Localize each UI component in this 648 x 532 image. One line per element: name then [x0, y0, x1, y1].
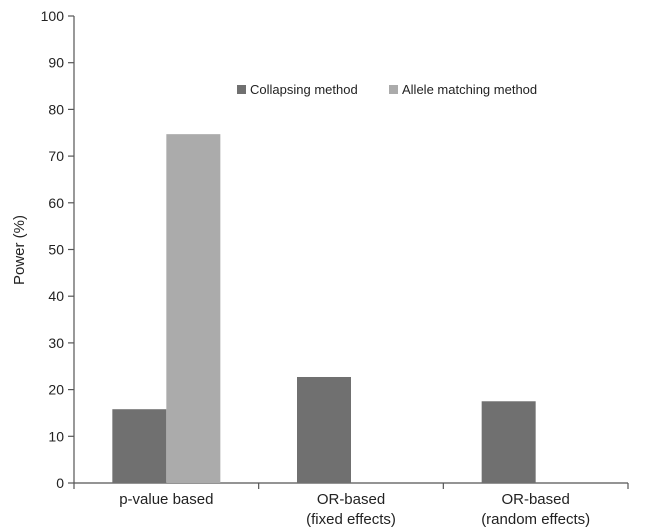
bar-collapsing-method-3 — [481, 401, 536, 483]
y-tick-label: 90 — [48, 55, 64, 71]
legend-swatch — [237, 85, 246, 94]
bar-collapsing-method-2 — [297, 376, 351, 483]
legend: Collapsing method Allele matching method — [237, 82, 537, 97]
y-tick-label: 100 — [41, 8, 65, 24]
x-axis — [73, 482, 629, 489]
x-category-label: (random effects) — [481, 511, 590, 528]
legend-label: Collapsing method — [250, 82, 358, 97]
y-tick-label: 20 — [48, 382, 64, 398]
y-axis-title: Power (%) — [11, 215, 28, 285]
y-tick-label: 0 — [56, 475, 64, 491]
x-category-label: (fixed effects) — [306, 511, 396, 528]
category-labels: p-value based OR-based (fixed effects) OR-b… — [119, 491, 590, 528]
legend-swatch — [389, 85, 398, 94]
y-tick-label: 50 — [48, 242, 64, 258]
y-axis: 0 10 20 30 40 50 60 70 80 90 100 — [41, 8, 75, 491]
y-tick-label: 40 — [48, 288, 64, 304]
x-category-label: OR-based — [317, 491, 385, 508]
y-tick-label: 70 — [48, 148, 64, 164]
y-tick-label: 30 — [48, 335, 64, 351]
x-category-label: OR-based — [501, 491, 569, 508]
bar-allele-matching-method-1 — [166, 134, 221, 483]
legend-label: Allele matching method — [402, 82, 537, 97]
bar-collapsing-method-1 — [112, 409, 167, 483]
x-category-label: p-value based — [119, 491, 213, 508]
y-tick-label: 10 — [48, 428, 64, 444]
y-tick-label: 60 — [48, 195, 64, 211]
y-tick-label: 80 — [48, 101, 64, 117]
bars — [112, 134, 536, 483]
